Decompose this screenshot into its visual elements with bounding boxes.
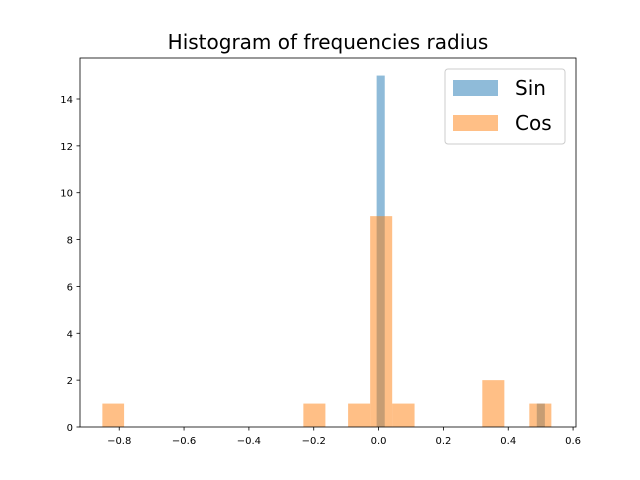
x-tick-label: −0.4 (237, 436, 261, 447)
legend: Sin Cos (444, 68, 566, 145)
bar-cos-1 (303, 403, 326, 427)
axes-frame (79, 57, 577, 428)
legend-swatch-sin (453, 80, 498, 96)
y-tick-label: 10 (60, 189, 73, 200)
bar-cos-4 (392, 403, 415, 427)
chart-title: Histogram of frequencies radius (168, 30, 489, 54)
legend-label-cos: Cos (515, 111, 552, 135)
y-tick-label: 0 (67, 423, 73, 434)
bar-cos-3 (370, 216, 393, 427)
x-tick-label: 0.2 (435, 436, 451, 447)
y-tick-label: 6 (67, 282, 73, 293)
y-tick-label: 8 (67, 236, 73, 247)
y-tick-label: 2 (67, 376, 73, 387)
x-tick-label: −0.6 (172, 436, 196, 447)
bar-cos-0 (102, 403, 125, 427)
bars-layer (102, 75, 552, 428)
legend-label-sin: Sin (515, 76, 546, 100)
x-tick-label: 0.0 (371, 436, 387, 447)
legend-swatch-cos (453, 115, 498, 131)
bar-cos-2 (348, 403, 371, 427)
bar-cos-6 (529, 403, 552, 427)
x-tick-label: −0.8 (107, 436, 131, 447)
y-tick-label: 4 (67, 329, 73, 340)
bar-cos-5 (482, 380, 505, 427)
y-tick-label: 12 (60, 142, 73, 153)
x-tick-label: −0.2 (302, 436, 326, 447)
axes-layer: −0.8 −0.6 −0.4 −0.2 0.0 0.2 0.4 0.6 0 2 4 6 8 10 12 14 (60, 57, 581, 447)
y-tick-label: 14 (60, 95, 73, 106)
x-tick-label: 0.4 (500, 436, 516, 447)
x-tick-label: 0.6 (565, 436, 581, 447)
